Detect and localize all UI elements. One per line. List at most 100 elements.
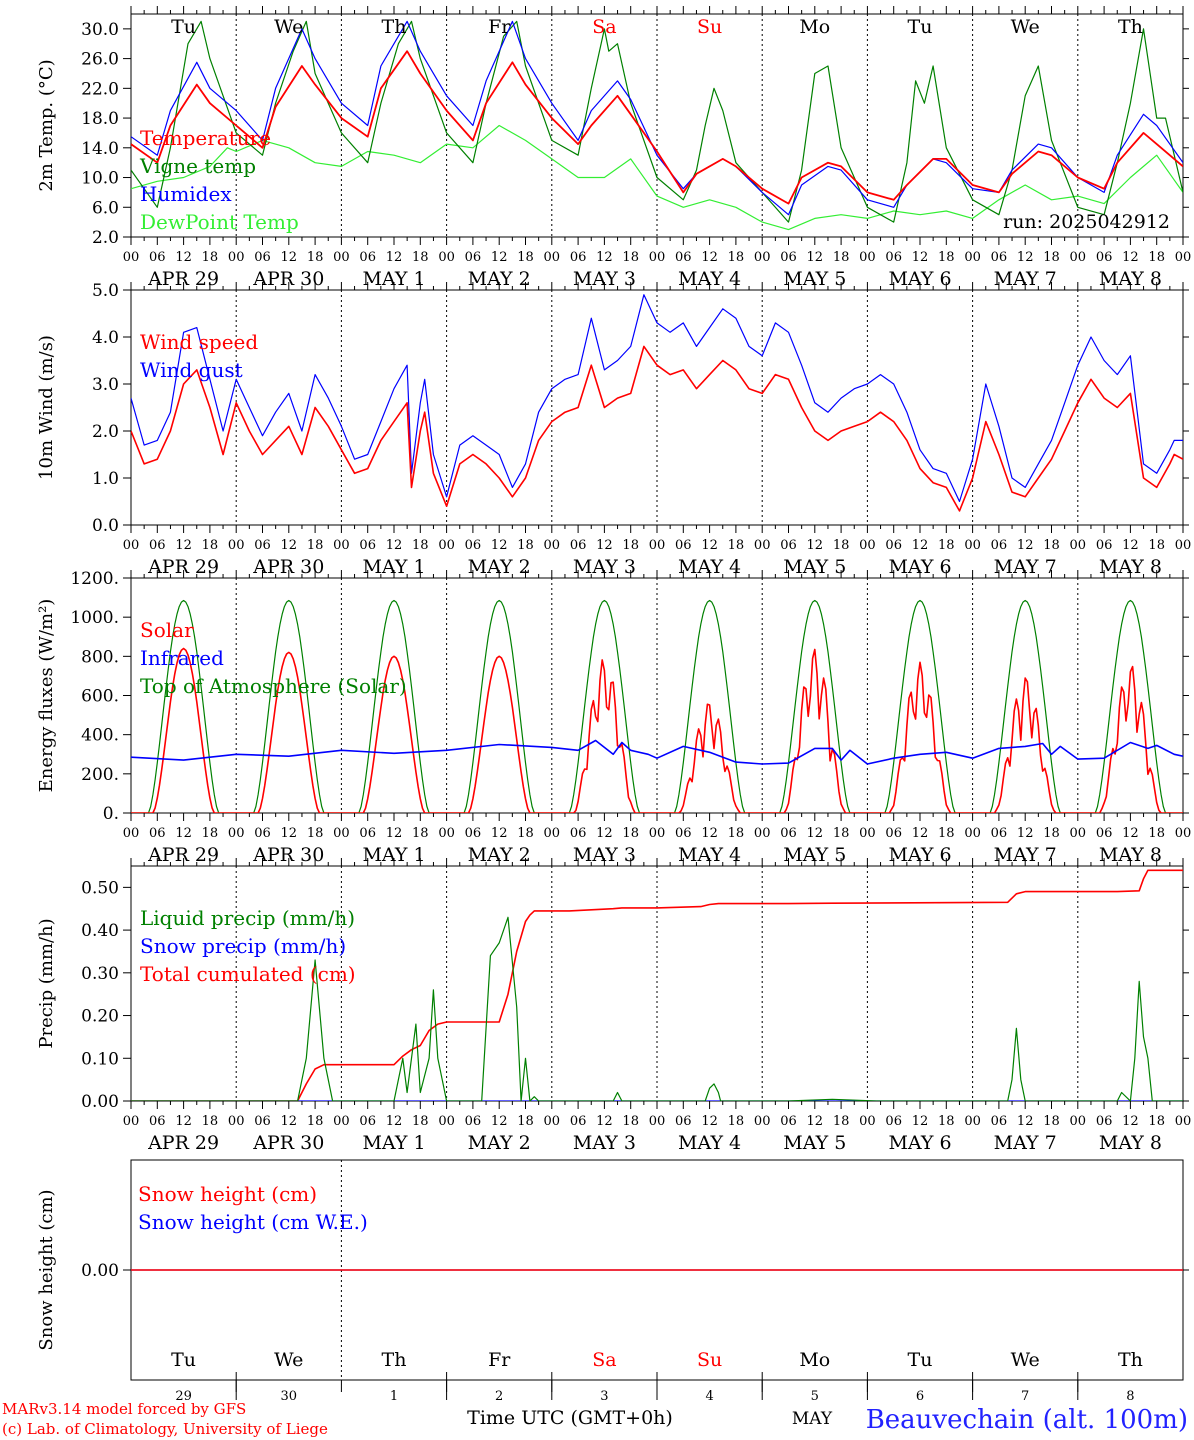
- hour-tick-label: 06: [780, 250, 797, 265]
- solar-line: [131, 647, 1183, 813]
- y-tick-label: 0.: [103, 804, 119, 824]
- dow-label-bottom: Su: [697, 1349, 722, 1371]
- hour-tick-label: 06: [780, 1114, 797, 1129]
- dow-label-bottom: Fr: [488, 1349, 511, 1371]
- hour-tick-label: 00: [964, 826, 981, 841]
- hour-tick-label: 12: [701, 538, 718, 553]
- hour-tick-label: 18: [728, 1114, 745, 1129]
- hour-tick-label: 18: [938, 826, 955, 841]
- hour-tick-label: 06: [570, 1114, 587, 1129]
- date-label: MAY 6: [888, 268, 951, 290]
- dow-label-bottom: We: [1011, 1349, 1040, 1371]
- hour-tick-label: 06: [885, 538, 902, 553]
- hour-tick-label: 06: [465, 538, 482, 553]
- hour-tick-label: 18: [307, 826, 324, 841]
- hour-tick-label: 00: [333, 1114, 350, 1129]
- hour-tick-label: 12: [281, 250, 298, 265]
- y-tick-label: 0.00: [81, 1092, 119, 1112]
- y-tick-label: 30.0: [81, 20, 119, 40]
- hour-tick-label: 18: [833, 1114, 850, 1129]
- dow-label-bottom: Tu: [908, 1349, 933, 1371]
- hour-tick-label: 12: [1122, 826, 1139, 841]
- dewpoint-templine: [131, 124, 1183, 231]
- hour-tick-label: 12: [386, 538, 403, 553]
- hour-tick-label: 18: [1043, 250, 1060, 265]
- dow-label-top: We: [1011, 16, 1040, 38]
- legend-entry: Vigne temp: [139, 154, 256, 178]
- y-axis-label: Precip (mm/h): [36, 918, 57, 1048]
- hour-tick-label: 18: [622, 1114, 639, 1129]
- hour-tick-label: 12: [912, 826, 929, 841]
- date-label: MAY 8: [1099, 556, 1162, 578]
- hour-tick-label: 06: [991, 538, 1008, 553]
- hour-tick-label: 18: [833, 538, 850, 553]
- date-label: MAY 7: [994, 844, 1057, 866]
- hour-tick-label: 00: [544, 538, 561, 553]
- hour-tick-label: 06: [780, 826, 797, 841]
- hour-tick-label: 06: [254, 250, 271, 265]
- hour-tick-label: 18: [622, 538, 639, 553]
- may-month-label: MAY: [792, 1409, 833, 1429]
- hour-tick-label: 00: [123, 250, 140, 265]
- hour-tick-label: 06: [570, 538, 587, 553]
- hour-tick-label: 00: [228, 538, 245, 553]
- date-label: MAY 5: [783, 1132, 846, 1154]
- y-tick-label: 0.20: [81, 1007, 119, 1027]
- hour-tick-label: 18: [412, 250, 429, 265]
- day-number-label: 1: [390, 1389, 398, 1404]
- hour-tick-label: 00: [649, 1114, 666, 1129]
- hour-tick-label: 12: [701, 250, 718, 265]
- date-label: APR 29: [147, 268, 219, 290]
- run-label: run: 2025042912: [1003, 211, 1170, 233]
- date-label: APR 30: [252, 556, 324, 578]
- hour-tick-label: 00: [333, 826, 350, 841]
- hour-tick-label: 00: [228, 250, 245, 265]
- legend-entry: Humidex: [140, 182, 232, 206]
- hour-tick-label: 18: [938, 250, 955, 265]
- y-tick-label: 0.0: [92, 516, 119, 536]
- hour-tick-label: 18: [728, 826, 745, 841]
- date-label: APR 30: [252, 1132, 324, 1154]
- hour-tick-label: 12: [1017, 250, 1034, 265]
- hour-tick-label: 00: [754, 1114, 771, 1129]
- hour-tick-label: 18: [202, 538, 219, 553]
- dow-label-top: Sa: [592, 16, 616, 38]
- hour-tick-label: 00: [228, 826, 245, 841]
- day-number-label: 8: [1126, 1389, 1134, 1404]
- hour-tick-label: 00: [333, 538, 350, 553]
- hour-tick-label: 12: [1017, 538, 1034, 553]
- legend-entry: Wind gust: [140, 358, 243, 382]
- date-label: MAY 3: [573, 844, 636, 866]
- date-label: MAY 3: [573, 268, 636, 290]
- hour-tick-label: 06: [465, 1114, 482, 1129]
- date-label: MAY 5: [783, 844, 846, 866]
- day-number-label: 4: [705, 1389, 713, 1404]
- wind-speedline: [131, 345, 1183, 512]
- y-tick-label: 0.30: [81, 964, 119, 984]
- hour-tick-label: 12: [807, 1114, 824, 1129]
- hour-tick-label: 06: [149, 826, 166, 841]
- hour-tick-label: 06: [359, 250, 376, 265]
- hour-tick-label: 00: [544, 250, 561, 265]
- y-tick-label: 2.0: [92, 422, 119, 442]
- date-label: MAY 2: [468, 556, 531, 578]
- dow-label-top: Su: [697, 16, 722, 38]
- legend-entry: Snow height (cm): [138, 1182, 317, 1206]
- hour-tick-label: 18: [517, 538, 534, 553]
- hour-tick-label: 06: [991, 826, 1008, 841]
- total-cumulated-cm-line: [131, 869, 1183, 1101]
- hour-tick-label: 18: [1043, 538, 1060, 553]
- y-tick-label: 18.0: [81, 109, 119, 129]
- hour-tick-label: 06: [570, 826, 587, 841]
- hour-tick-label: 18: [517, 826, 534, 841]
- hour-tick-label: 06: [254, 1114, 271, 1129]
- hour-tick-label: 12: [491, 538, 508, 553]
- hour-tick-label: 00: [438, 826, 455, 841]
- toa-solar-line: [131, 599, 1183, 813]
- legend-entry: DewPoint Temp: [140, 210, 299, 234]
- y-tick-label: 0.50: [81, 878, 119, 898]
- hour-tick-label: 12: [596, 1114, 613, 1129]
- hour-tick-label: 00: [123, 1114, 140, 1129]
- hour-tick-label: 06: [149, 538, 166, 553]
- date-label: MAY 1: [362, 268, 425, 290]
